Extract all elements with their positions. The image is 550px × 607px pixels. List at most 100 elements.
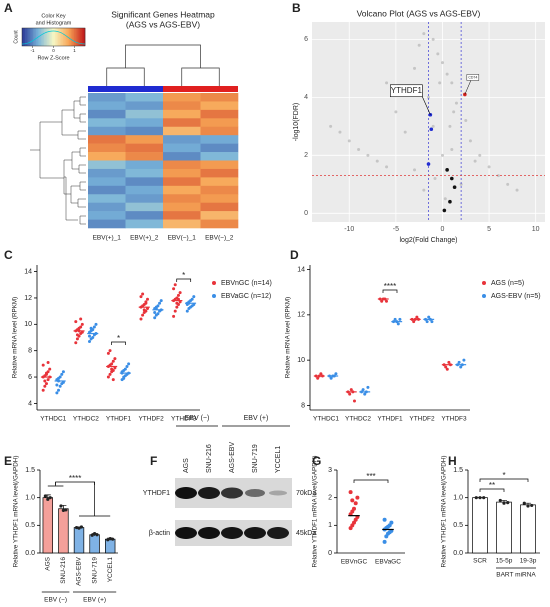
dot [144,301,148,305]
heatmap-cell [163,168,201,178]
dot [382,517,387,522]
heatmap-cell [88,135,126,144]
dot [156,312,160,316]
dot [350,498,355,503]
dot [92,325,96,329]
dot [459,365,463,369]
y-tick-label: 8 [301,402,305,409]
dot [43,494,47,498]
heatmap-cell [200,109,239,119]
significance-label: * [502,471,505,480]
x-tick-label: YTHDF2 [138,416,164,423]
band [269,490,287,496]
dot [111,378,115,382]
x-tick-label: 19-3p [520,558,537,565]
y-tick-label: 2 [304,152,308,159]
dot [74,320,78,324]
color-key-step [23,28,26,46]
y-axis-label: Relative mRNA level (RPKM) [285,297,292,379]
dot [44,371,48,375]
lane-label: AGS-EBV [229,442,236,473]
color-key-step [62,28,65,46]
x-tick-label: 15-5p [496,558,513,565]
heatmap-cell [200,194,239,203]
dot [46,497,50,501]
heatmap-cell [125,143,164,153]
point [436,52,440,56]
heatmap-cell [125,118,164,128]
heatmap-cell [200,135,239,144]
dot [316,376,320,380]
heatmap-cell [125,219,164,229]
heatmap-cell [163,219,201,229]
heatmap-cell [200,118,239,128]
x-tick-label: YTHDF3 [171,416,197,423]
heatmap-cell [88,219,126,229]
heatmap-cell [200,160,239,170]
dot [110,367,114,371]
heatmap-cell [163,118,201,128]
heatmap-cell [88,177,126,187]
band-label: YTHDF1 [143,490,170,497]
y-tick-label: 14 [24,268,32,275]
heatmap-cell [200,185,239,195]
color-key-step [42,28,45,46]
color-key-step [77,28,79,46]
point [426,162,431,166]
bar [58,508,69,554]
point [448,124,452,128]
point [454,101,458,105]
heatmap-cell [125,202,164,212]
dot [110,362,114,366]
significance-label: *** [366,472,375,481]
color-key-step [28,28,31,46]
dot [74,341,78,345]
annotation-leader [422,96,431,115]
significance-bracket [353,479,389,483]
heatmap-cell [125,211,164,220]
heatmap-cell [88,118,126,128]
dot [108,349,112,353]
dot [445,367,449,371]
color-key-title: Color Key [41,13,65,19]
heatmap-cell [200,177,239,187]
dot [329,376,333,380]
dot [122,376,126,380]
dot [178,291,182,295]
color-key-step [70,28,73,46]
dot [444,365,448,369]
blot [175,425,292,546]
heatmap-cell [200,143,239,153]
point [433,177,437,181]
point [452,185,457,190]
y-axis-label: Relative mRNA level (RPKM) [12,297,19,379]
bar [520,504,536,554]
heatmap-cell [163,101,201,111]
dot [106,375,110,379]
lane-label: YCCEL1 [275,446,282,473]
dot [366,385,370,389]
panel-label: H [448,454,457,468]
dot [79,325,83,329]
x-tick-label: YTHDC1 [313,416,339,423]
x-tick-label: AGS-EBV [76,556,83,586]
dot [141,313,145,317]
dot [106,538,110,542]
heatmap-cell [88,211,126,220]
legend-marker [482,294,486,298]
point [385,81,389,85]
color-key-step [47,28,50,46]
heatmap-cell [200,93,239,102]
bar [472,497,488,554]
y-axis-label: -log10(FDR) [293,103,300,142]
dot [172,287,176,291]
heatmap-cell [88,126,126,136]
y-tick-label: 0 [304,210,308,217]
heatmap-cell [88,109,126,119]
x-tick-label: 10 [532,226,540,233]
dot [142,308,146,312]
point [422,32,426,36]
band [245,489,265,497]
dot [425,320,429,324]
color-key-step [53,28,56,46]
